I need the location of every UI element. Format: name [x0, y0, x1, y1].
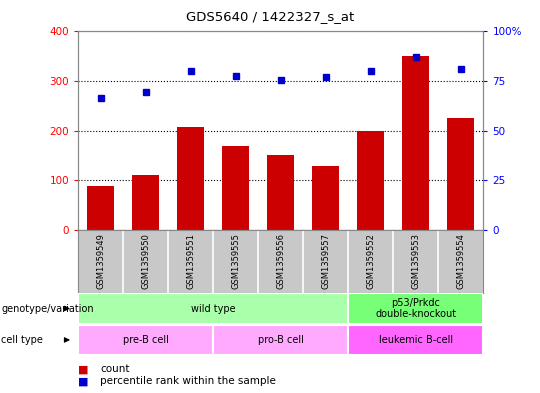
Bar	[78, 325, 213, 355]
Text: pro-B cell: pro-B cell	[258, 335, 303, 345]
Bar	[348, 294, 483, 323]
Text: genotype/variation: genotype/variation	[1, 303, 94, 314]
Text: GSM1359552: GSM1359552	[366, 233, 375, 289]
Text: GSM1359553: GSM1359553	[411, 233, 420, 289]
Text: percentile rank within the sample: percentile rank within the sample	[100, 376, 276, 386]
Text: GSM1359555: GSM1359555	[231, 233, 240, 289]
Bar	[312, 166, 339, 230]
Text: GSM1359554: GSM1359554	[456, 233, 465, 289]
Bar	[132, 175, 159, 230]
Text: cell type: cell type	[1, 335, 43, 345]
Text: leukemic B-cell: leukemic B-cell	[379, 335, 453, 345]
Bar	[222, 145, 249, 230]
Text: GSM1359549: GSM1359549	[96, 233, 105, 289]
Bar	[78, 294, 348, 323]
Text: ■: ■	[78, 376, 89, 386]
Bar	[402, 56, 429, 230]
Text: GSM1359556: GSM1359556	[276, 233, 285, 289]
Text: pre-B cell: pre-B cell	[123, 335, 168, 345]
Text: GSM1359557: GSM1359557	[321, 233, 330, 289]
Text: GDS5640 / 1422327_s_at: GDS5640 / 1422327_s_at	[186, 10, 354, 23]
Text: GSM1359550: GSM1359550	[141, 233, 150, 289]
Bar	[213, 325, 348, 355]
Bar	[267, 156, 294, 230]
Text: GSM1359551: GSM1359551	[186, 233, 195, 289]
Bar	[447, 118, 474, 230]
Text: p53/Prkdc
double-knockout: p53/Prkdc double-knockout	[375, 298, 456, 319]
Bar	[357, 130, 384, 230]
Text: count: count	[100, 364, 130, 375]
Text: ■: ■	[78, 364, 89, 375]
Bar	[87, 186, 114, 230]
Text: wild type: wild type	[191, 303, 235, 314]
Bar	[348, 325, 483, 355]
Bar	[177, 127, 204, 230]
